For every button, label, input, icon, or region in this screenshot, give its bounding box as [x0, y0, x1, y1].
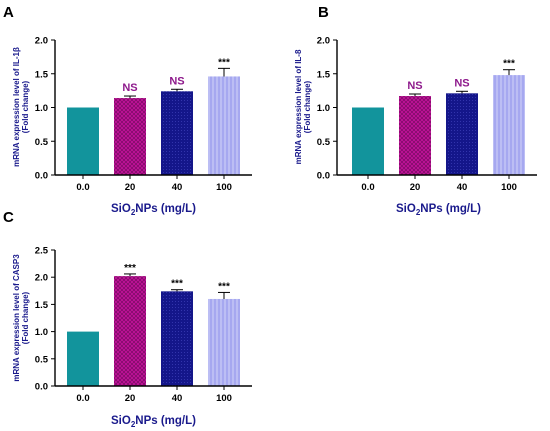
- x-tick-label: 40: [457, 182, 468, 193]
- chart-panel-b: B 0.0 NS 20 NS 40 *** 100 0.0 0.5 1.0 1.5 2.0 mRNA ex…: [294, 4, 537, 217]
- y-axis-title: mRNA expression level of IL-1β(Fold chan…: [12, 47, 30, 167]
- significance-label: ***: [503, 59, 515, 70]
- chart-panel-c: C 0.0 *** 20 *** 40 *** 100 0.0 0.5 1.0 1.5 2.0 2.5 mR…: [3, 209, 252, 429]
- x-axis-title-main: SiO: [111, 415, 131, 427]
- y-tick-label: 0.0: [35, 382, 48, 393]
- bar: [67, 107, 99, 175]
- x-tick-label: 20: [125, 182, 136, 193]
- panel-letter: B: [318, 4, 329, 21]
- y-axis-title-line2: (Fold change): [21, 291, 30, 344]
- significance-label: ***: [218, 57, 230, 68]
- y-tick-label: 0.0: [35, 171, 48, 182]
- x-tick-label: 0.0: [76, 182, 89, 193]
- bar: [208, 298, 240, 386]
- significance-label: NS: [169, 75, 184, 87]
- y-axis-title-line1: mRNA expression level of IL-8: [294, 49, 303, 164]
- y-axis-title-line2: (Fold change): [21, 80, 30, 133]
- x-axis-title-rest: NPs (mg/L): [135, 203, 196, 215]
- bar: [208, 76, 240, 175]
- x-tick-label: 20: [125, 393, 136, 404]
- significance-label: NS: [407, 80, 422, 92]
- x-tick-label: 20: [410, 182, 421, 193]
- y-tick-label: 1.5: [317, 69, 331, 80]
- y-tick-label: 0.0: [317, 171, 330, 182]
- y-axis-title: mRNA expression level of CASP3(Fold chan…: [12, 254, 30, 382]
- y-tick-label: 2.5: [35, 246, 49, 257]
- y-axis-title-line1: mRNA expression level of IL-1β: [12, 47, 21, 167]
- y-tick-label: 2.0: [35, 273, 48, 284]
- x-tick-label: 100: [216, 182, 232, 193]
- x-tick-label: 100: [216, 393, 232, 404]
- x-axis-title: SiO2NPs (mg/L): [396, 203, 481, 217]
- panel-letter: C: [3, 209, 14, 226]
- significance-label: NS: [454, 77, 469, 89]
- x-axis-title-subscript: 2: [416, 208, 421, 217]
- x-axis-title-rest: NPs (mg/L): [135, 415, 196, 427]
- y-axis-title-line2: (Fold change): [303, 80, 312, 133]
- x-tick-label: 0.0: [361, 182, 374, 193]
- x-axis-title-subscript: 2: [131, 208, 136, 217]
- bar: [399, 96, 431, 175]
- y-axis-title-line1: mRNA expression level of CASP3: [12, 254, 21, 382]
- significance-label: ***: [218, 281, 230, 292]
- x-axis-title-main: SiO: [396, 203, 416, 215]
- x-tick-label: 40: [172, 182, 183, 193]
- bar: [114, 276, 146, 386]
- bar: [446, 93, 478, 175]
- x-tick-label: 100: [501, 182, 517, 193]
- y-tick-label: 1.0: [317, 103, 330, 114]
- y-tick-label: 1.5: [35, 69, 49, 80]
- x-axis-title-subscript: 2: [131, 420, 136, 429]
- bar: [67, 331, 99, 386]
- bar: [114, 98, 146, 175]
- y-tick-label: 1.5: [35, 300, 49, 311]
- y-tick-label: 0.5: [317, 137, 331, 148]
- y-tick-label: 1.0: [35, 103, 48, 114]
- x-axis-title-rest: NPs (mg/L): [420, 203, 481, 215]
- y-tick-label: 2.0: [317, 36, 330, 47]
- bar: [161, 91, 193, 175]
- y-tick-label: 2.0: [35, 36, 48, 47]
- bar: [352, 107, 384, 175]
- x-tick-label: 40: [172, 393, 183, 404]
- x-axis-title: SiO2NPs (mg/L): [111, 203, 196, 217]
- x-tick-label: 0.0: [76, 393, 89, 404]
- x-axis-title-main: SiO: [111, 203, 131, 215]
- significance-label: ***: [171, 279, 183, 290]
- x-axis-title: SiO2NPs (mg/L): [111, 415, 196, 429]
- bar: [161, 291, 193, 386]
- y-tick-label: 0.5: [35, 354, 49, 365]
- panel-letter: A: [3, 4, 14, 21]
- y-axis-title: mRNA expression level of IL-8(Fold chang…: [294, 49, 312, 164]
- bar: [493, 75, 525, 175]
- chart-panel-a: A 0.0 NS 20 NS 40 *** 100 0.0 0.5 1.0 1.5 2.0 mRNA ex…: [3, 4, 252, 217]
- significance-label: NS: [122, 82, 137, 94]
- significance-label: ***: [124, 263, 136, 274]
- y-tick-label: 1.0: [35, 327, 48, 338]
- y-tick-label: 0.5: [35, 137, 49, 148]
